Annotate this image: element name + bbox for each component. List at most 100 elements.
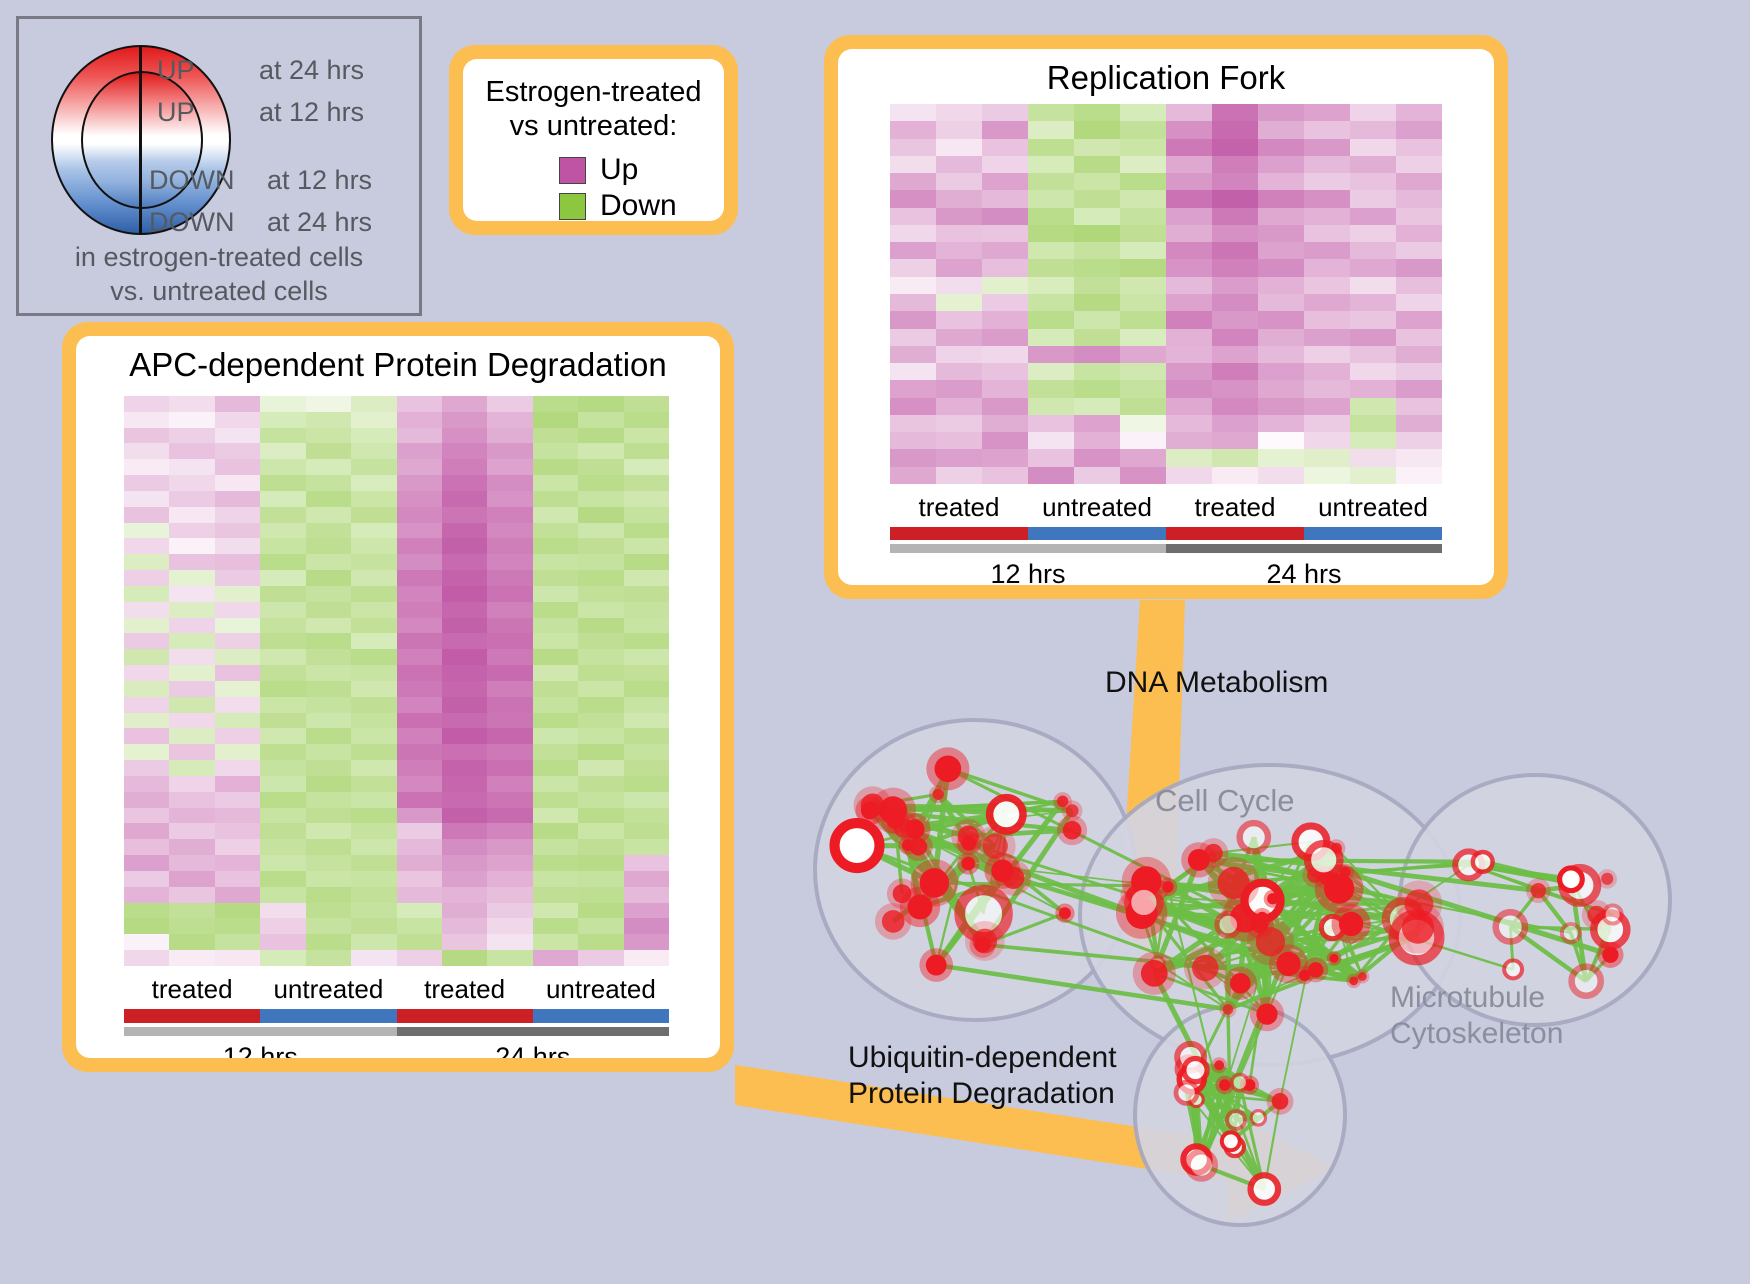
heatmap-cell xyxy=(578,887,623,903)
heatmap-cell xyxy=(487,570,532,586)
heatmap-cell xyxy=(1396,363,1442,380)
heatmap-cell xyxy=(260,808,305,824)
timebar-12hrs xyxy=(890,544,1166,553)
group-labels-apc: treated untreated treated untreated xyxy=(124,974,669,1005)
heatmap-cell xyxy=(351,633,396,649)
colorbar-untreated-24 xyxy=(1304,527,1442,540)
heatmap-cell xyxy=(487,855,532,871)
heatmap-cell xyxy=(1396,259,1442,276)
heatmap-cell xyxy=(397,602,442,618)
heatmap-cell xyxy=(397,728,442,744)
heatmap-cell xyxy=(124,903,169,919)
network-node xyxy=(1256,1003,1277,1024)
heatmap-cell xyxy=(982,363,1028,380)
heatmap-cell xyxy=(169,475,214,491)
heatmap-cell xyxy=(1120,190,1166,207)
heatmap-cell xyxy=(1028,225,1074,242)
heatmap-cell xyxy=(533,443,578,459)
heatmap-cell xyxy=(487,459,532,475)
heatmap-cell xyxy=(487,934,532,950)
heatmap-cell xyxy=(624,823,669,839)
heatmap-cell xyxy=(306,871,351,887)
heatmap-cell xyxy=(351,618,396,634)
heatmap-cell xyxy=(533,491,578,507)
heatmap-cell xyxy=(306,776,351,792)
heatmap-cell xyxy=(1028,311,1074,328)
heatmap-cell xyxy=(1350,380,1396,397)
heatmap-cell xyxy=(169,887,214,903)
heatmap-cell xyxy=(982,173,1028,190)
heatmap-cell xyxy=(1350,311,1396,328)
heatmap-cell xyxy=(169,918,214,934)
network-node xyxy=(1402,912,1434,944)
heatmap-cell xyxy=(124,538,169,554)
heatmap-cell xyxy=(1258,277,1304,294)
heatmap-cell xyxy=(1396,225,1442,242)
heatmap-cell xyxy=(487,697,532,713)
heatmap-cell xyxy=(442,443,487,459)
heatmap-cell xyxy=(351,808,396,824)
heatmap-cell xyxy=(442,728,487,744)
heatmap-cell xyxy=(397,839,442,855)
heatmap-cell xyxy=(936,173,982,190)
heatmap-cell xyxy=(1120,277,1166,294)
heatmap-cell xyxy=(397,507,442,523)
heatmap-cell xyxy=(890,121,936,138)
network-node xyxy=(1329,954,1338,963)
heatmap-cell xyxy=(1258,121,1304,138)
heatmap-cell xyxy=(1396,277,1442,294)
heatmap-cell xyxy=(624,950,669,966)
network-node xyxy=(1217,913,1240,936)
heatmap-cell xyxy=(306,538,351,554)
colorbar-treated-12 xyxy=(124,1009,260,1023)
network-node xyxy=(933,789,944,800)
heatmap-cell xyxy=(1166,294,1212,311)
heatmap-cell xyxy=(124,808,169,824)
group-label-untreated-12: untreated xyxy=(260,974,396,1005)
heatmap-title-replication-fork: Replication Fork xyxy=(838,59,1494,97)
heatmap-cell xyxy=(215,871,260,887)
heatmap-cell xyxy=(1028,139,1074,156)
heatmap-cell xyxy=(1350,121,1396,138)
heatmap-cell xyxy=(351,602,396,618)
heatmap-cell xyxy=(936,277,982,294)
panel-apc-degradation: APC-dependent Protein Degradation treate… xyxy=(62,322,734,1072)
heatmap-cell xyxy=(936,380,982,397)
heatmap-cell xyxy=(306,586,351,602)
heatmap-cell xyxy=(1166,156,1212,173)
heatmap-cell xyxy=(260,586,305,602)
heatmap-cell xyxy=(124,713,169,729)
heatmap-cell xyxy=(1350,190,1396,207)
heatmap-cell xyxy=(982,467,1028,484)
heatmap-cell xyxy=(442,665,487,681)
heatmap-cell xyxy=(624,396,669,412)
heatmap-cell xyxy=(533,950,578,966)
heatmap-cell xyxy=(1166,104,1212,121)
heatmap-cell xyxy=(624,760,669,776)
heatmap-cell xyxy=(1212,208,1258,225)
heatmap-cell xyxy=(624,649,669,665)
heatmap-cell xyxy=(487,887,532,903)
heatmap-cell xyxy=(1166,173,1212,190)
heatmap-cell xyxy=(1028,415,1074,432)
heatmap-cell xyxy=(442,633,487,649)
heatmap-cell xyxy=(306,792,351,808)
heatmap-cell xyxy=(936,398,982,415)
heatmap-cell xyxy=(487,554,532,570)
heatmap-cell xyxy=(578,665,623,681)
heatmap-cell xyxy=(397,934,442,950)
heatmap-cell xyxy=(1258,380,1304,397)
heatmap-cell xyxy=(1304,104,1350,121)
treatment-colorbar-apc xyxy=(124,1009,669,1023)
heatmap-cell xyxy=(1350,208,1396,225)
heatmap-cell xyxy=(215,491,260,507)
heatmap-cell xyxy=(936,363,982,380)
heatmap-cell xyxy=(1028,363,1074,380)
heatmap-cell xyxy=(578,491,623,507)
heatmap-cell xyxy=(1028,104,1074,121)
network-node xyxy=(893,884,912,903)
heatmap-cell xyxy=(442,855,487,871)
heatmap-cell xyxy=(397,649,442,665)
heatmap-cell xyxy=(1258,467,1304,484)
network-node xyxy=(935,755,962,782)
